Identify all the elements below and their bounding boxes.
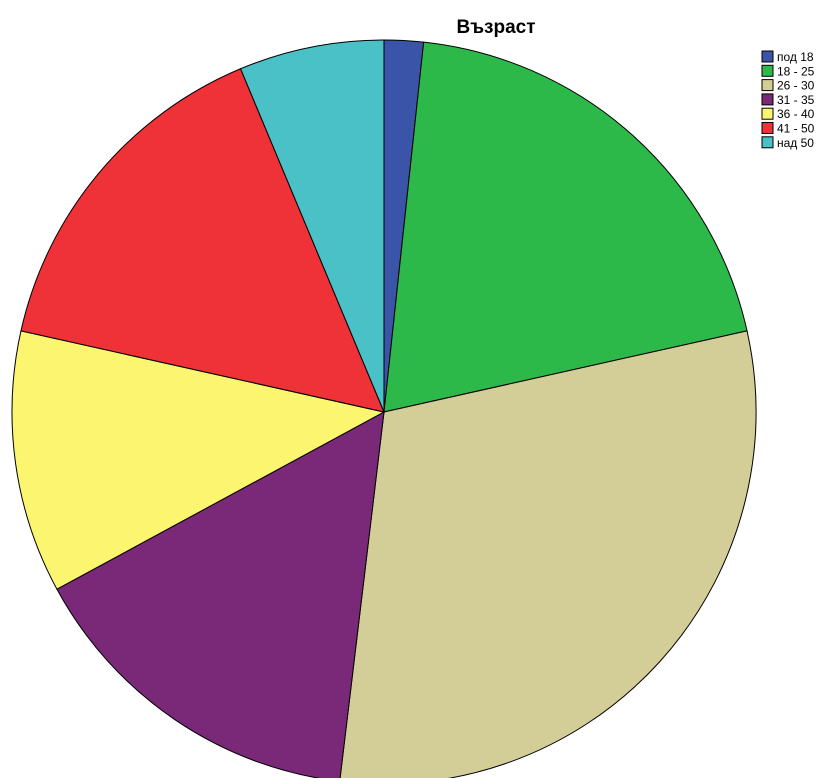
legend-item-1: 18 - 25: [761, 64, 815, 78]
pie-slice-2: [339, 330, 757, 778]
legend-item-2: 26 - 30: [761, 79, 815, 93]
pie-slice-5: [20, 68, 385, 413]
legend-swatch-5: [761, 122, 774, 134]
legend-label-1: 18 - 25: [777, 64, 815, 78]
legend-item-3: 31 - 35: [761, 93, 815, 107]
legend-label-6: над 50: [777, 136, 814, 150]
legend-swatch-1: [761, 64, 774, 77]
legend-swatch-4: [761, 107, 774, 120]
legend-item-0: под 18: [761, 50, 814, 64]
legend-label-0: под 18: [777, 50, 814, 64]
legend-item-6: над 50: [761, 136, 814, 150]
legend-swatch-0: [761, 50, 774, 63]
chart-title: Възраст: [456, 17, 535, 38]
legend-label-5: 41 - 50: [777, 122, 815, 136]
pie-slice-1: [383, 41, 748, 413]
legend-swatch-6: [761, 136, 774, 149]
pie-slice-3: [56, 411, 385, 778]
legend-item-5: 41 - 50: [761, 122, 815, 136]
pie-slice-6: [239, 39, 385, 413]
legend-label-3: 31 - 35: [777, 93, 815, 107]
legend-swatch-2: [761, 79, 774, 92]
pie-slices: [11, 39, 757, 778]
legend-label-2: 26 - 30: [777, 79, 815, 93]
pie-slice-4: [11, 330, 386, 590]
legend-item-4: 36 - 40: [761, 107, 815, 121]
legend-label-4: 36 - 40: [777, 107, 815, 121]
legend-swatch-3: [761, 93, 774, 106]
